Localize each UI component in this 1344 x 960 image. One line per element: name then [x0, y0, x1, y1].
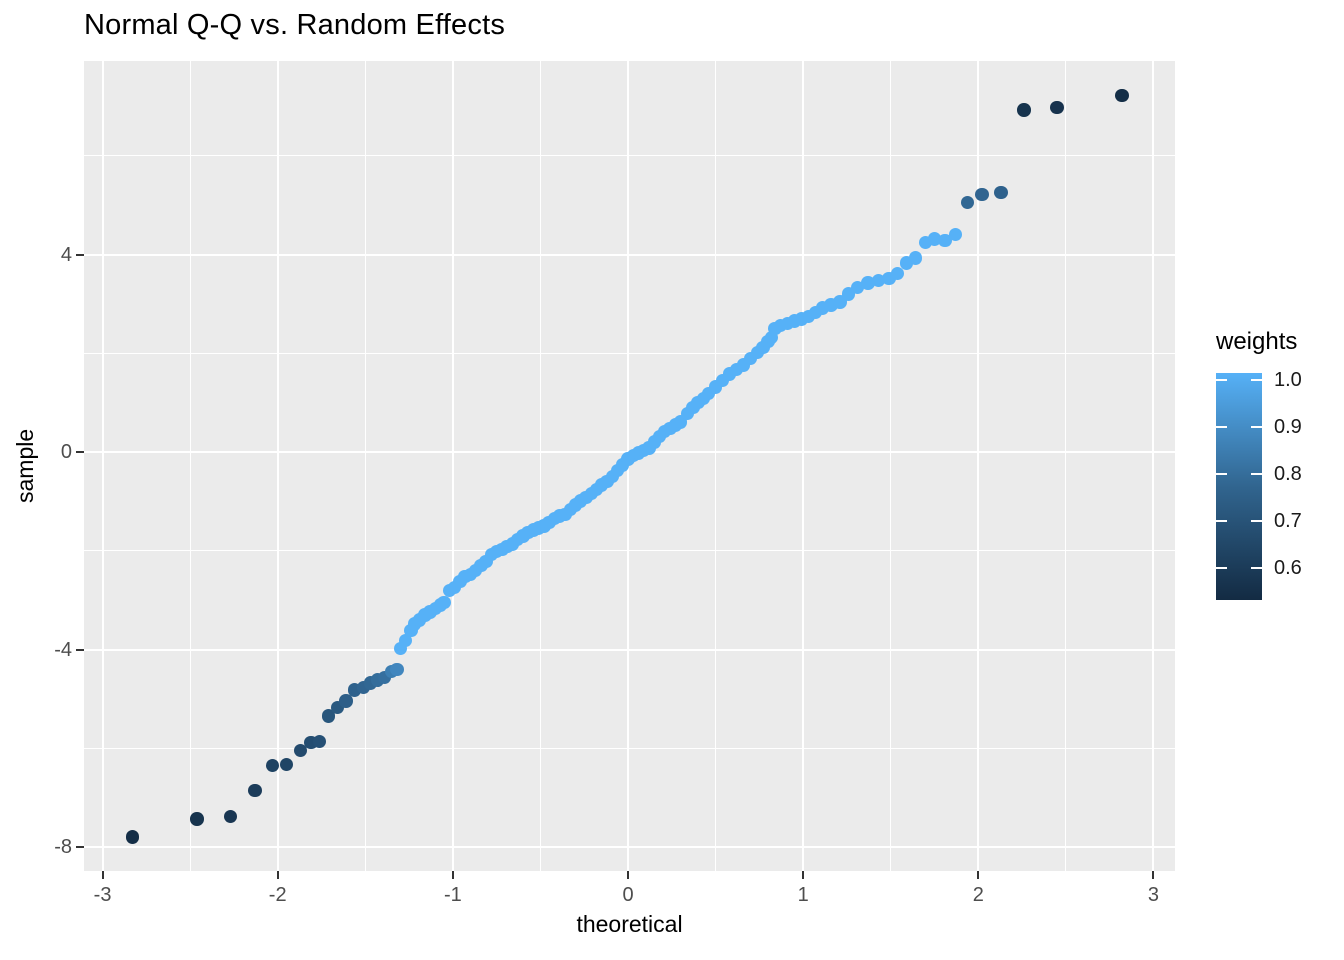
data-point — [339, 694, 353, 708]
data-point — [313, 734, 327, 749]
data-point — [871, 273, 886, 288]
y-tick-label: -4 — [54, 638, 72, 661]
x-tick-label: -1 — [443, 884, 462, 906]
x-major-gridline — [1152, 61, 1155, 871]
legend-colorbar — [1216, 373, 1262, 600]
x-minor-gridline — [890, 61, 892, 871]
x-minor-gridline — [715, 61, 717, 871]
data-point — [994, 185, 1008, 199]
legend-tick-mark — [1251, 566, 1262, 569]
x-tick-mark — [101, 871, 104, 879]
y-tick-mark — [76, 451, 84, 453]
data-point — [891, 266, 905, 280]
y-axis-title: sample — [12, 428, 38, 504]
x-major-gridline — [276, 61, 279, 871]
y-tick-mark — [76, 846, 84, 848]
data-point — [1050, 100, 1064, 115]
legend-tick-label: 0.9 — [1274, 415, 1302, 438]
legend-tick-label: 0.8 — [1274, 462, 1302, 485]
y-minor-gridline — [84, 747, 1175, 749]
data-point — [190, 812, 204, 826]
x-tick-mark — [802, 871, 805, 879]
legend-tick-mark — [1216, 519, 1227, 522]
legend-tick-mark — [1216, 378, 1227, 381]
y-minor-gridline — [84, 352, 1175, 354]
legend-tick-mark — [1216, 472, 1227, 475]
x-minor-gridline — [189, 61, 191, 871]
x-tick-label: -2 — [268, 884, 287, 906]
data-point — [223, 809, 238, 824]
data-point — [125, 830, 140, 844]
x-tick-mark — [451, 871, 454, 879]
legend-tick-mark — [1251, 519, 1262, 522]
legend-tick-mark — [1251, 425, 1262, 428]
x-tick-mark — [627, 871, 629, 879]
y-major-gridline — [84, 846, 1175, 848]
legend-tick-label: 0.6 — [1274, 556, 1302, 579]
x-minor-gridline — [1065, 61, 1067, 871]
data-point — [908, 251, 922, 265]
plot-panel — [84, 61, 1175, 871]
data-point — [321, 709, 336, 723]
legend-tick-mark — [1251, 378, 1262, 381]
x-minor-gridline — [539, 61, 541, 871]
x-tick-mark — [276, 871, 279, 879]
x-tick-mark — [977, 871, 980, 879]
x-tick-label: -3 — [93, 884, 112, 906]
y-minor-gridline — [84, 550, 1175, 552]
data-point — [938, 233, 952, 248]
data-point — [293, 744, 308, 758]
x-tick-mark — [1152, 871, 1155, 879]
x-major-gridline — [101, 61, 104, 871]
data-point — [1017, 103, 1031, 117]
data-point — [975, 187, 989, 201]
y-minor-gridline — [84, 155, 1175, 157]
data-point — [850, 280, 865, 295]
data-point — [927, 232, 942, 246]
x-major-gridline — [977, 61, 980, 871]
data-point — [437, 595, 451, 610]
x-tick-label: 0 — [622, 884, 634, 906]
y-tick-mark — [76, 253, 84, 256]
x-tick-label: 1 — [797, 884, 809, 906]
y-tick-label: 0 — [60, 441, 72, 463]
x-major-gridline — [451, 61, 454, 871]
x-axis-title: theoretical — [576, 911, 683, 937]
x-tick-label: 3 — [1147, 884, 1160, 906]
y-tick-mark — [76, 648, 84, 651]
legend-tick-mark — [1216, 566, 1227, 569]
data-point — [861, 276, 875, 290]
y-tick-label: -8 — [54, 836, 72, 858]
data-point — [398, 633, 413, 648]
x-minor-gridline — [364, 61, 366, 871]
data-point — [265, 758, 280, 773]
legend-tick-mark — [1216, 425, 1227, 428]
y-major-gridline — [84, 253, 1175, 256]
legend-tick-label: 1.0 — [1274, 368, 1302, 391]
data-point — [961, 195, 975, 210]
legend-title: weights — [1216, 328, 1298, 355]
data-point — [948, 227, 963, 241]
y-tick-label: 4 — [60, 243, 72, 266]
x-tick-label: 2 — [972, 884, 984, 906]
legend-tick-mark — [1251, 472, 1262, 475]
data-point — [279, 757, 294, 772]
chart-title: Normal Q-Q vs. Random Effects — [84, 9, 506, 41]
y-major-gridline — [84, 648, 1175, 651]
data-point — [390, 662, 404, 676]
legend-tick-label: 0.7 — [1274, 509, 1302, 532]
data-point — [1115, 88, 1129, 103]
x-major-gridline — [802, 61, 805, 871]
data-point — [248, 783, 262, 797]
